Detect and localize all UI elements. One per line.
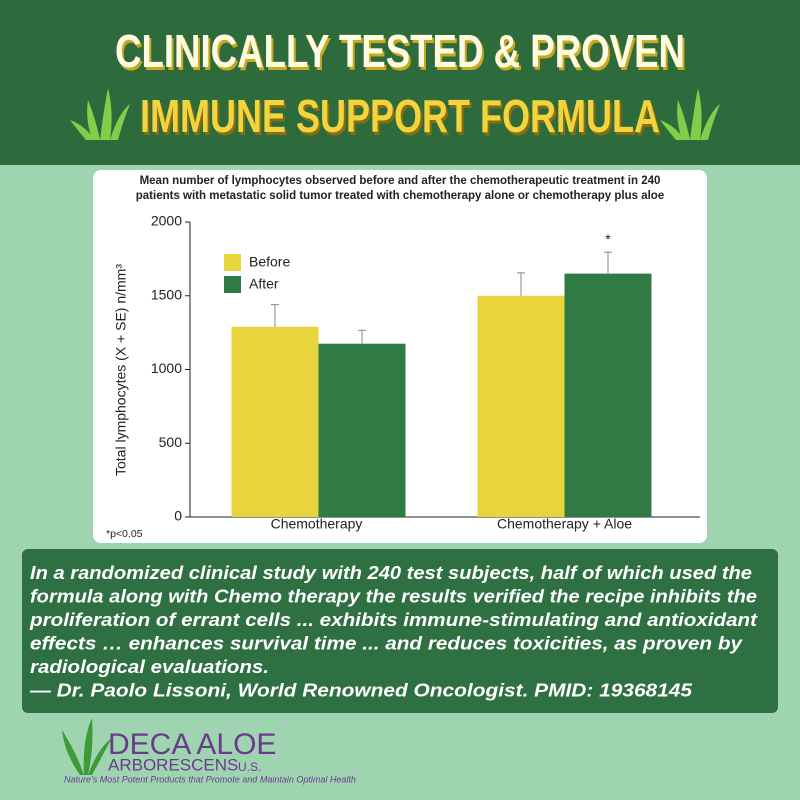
header-band xyxy=(0,0,800,165)
error-bar xyxy=(271,304,279,327)
header-shadow: CLINICALLY TESTED & PROVEN xyxy=(117,28,687,80)
chart-title: Mean number of lymphocytes observed befo… xyxy=(140,175,661,187)
logo-country: U.S. xyxy=(238,760,261,774)
y-tick-label: 2000 xyxy=(151,213,182,229)
quote-line: radiological evaluations. xyxy=(30,656,269,677)
logo-sub: ARBORESCENS xyxy=(108,755,238,774)
bar xyxy=(318,343,406,517)
legend-swatch xyxy=(224,254,241,271)
quote-box xyxy=(22,549,778,713)
bar xyxy=(477,295,565,517)
y-tick-label: 1500 xyxy=(151,286,182,302)
error-bar xyxy=(358,329,366,344)
logo-icon xyxy=(62,718,112,775)
quote-line: effects … enhances survival time ... and… xyxy=(30,632,744,653)
annotation: * xyxy=(605,231,611,247)
x-tick-label: Chemotherapy + Aloe xyxy=(497,516,632,532)
footnote: *p<0.05 xyxy=(106,528,143,540)
y-axis-label: Total lymphocytes (X + SE) n/mm³ xyxy=(113,264,129,476)
leaf-icon xyxy=(70,88,720,140)
error-bar xyxy=(517,272,525,296)
quote-line: — Dr. Paolo Lissoni, World Renowned Onco… xyxy=(29,679,693,700)
quote-line: proliferation of errant cells ... exhibi… xyxy=(29,609,758,630)
legend-label: Before xyxy=(249,254,290,270)
quote-line: In a randomized clinical study with 240 … xyxy=(30,562,752,583)
y-tick-label: 500 xyxy=(159,434,183,450)
bar xyxy=(231,326,319,517)
header-title: CLINICALLY TESTED & PROVEN xyxy=(115,25,685,77)
legend-swatch xyxy=(224,276,241,293)
bar xyxy=(564,273,652,517)
error-bar xyxy=(604,251,612,274)
quote-line: formula along with Chemo therapy the res… xyxy=(30,585,757,606)
y-tick-label: 0 xyxy=(174,508,182,524)
y-tick-label: 1000 xyxy=(151,360,182,376)
header-shadow: IMMUNE SUPPORT FORMULA xyxy=(142,93,662,145)
logo-name: DECA ALOE xyxy=(108,728,276,761)
x-tick-label: Chemotherapy xyxy=(271,516,363,532)
logo-tagline: Nature's Most Potent Products that Promo… xyxy=(64,774,356,784)
legend-label: After xyxy=(249,276,279,292)
chart-title: patients with metastatic solid tumor tre… xyxy=(136,190,664,202)
header-subtitle: IMMUNE SUPPORT FORMULA xyxy=(140,90,660,142)
